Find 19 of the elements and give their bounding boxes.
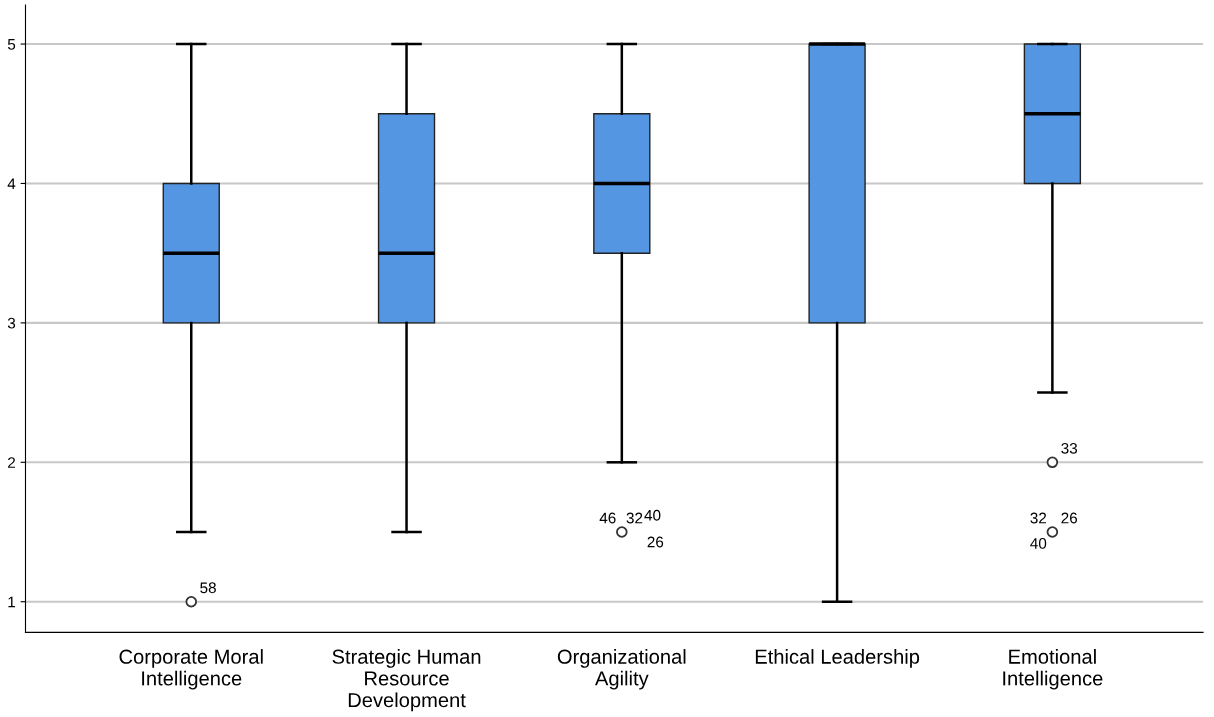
annotation: 32 xyxy=(626,512,643,524)
annotation: 58 xyxy=(200,582,216,594)
y-tick-label: 3 xyxy=(7,317,16,329)
annotation: 40 xyxy=(644,509,661,521)
x-tick-label: Emotional Intelligence xyxy=(1003,649,1103,690)
annotation: 32 xyxy=(1030,512,1047,524)
x-tick-label: Organizational Agility xyxy=(557,649,686,690)
y-tick-label: 4 xyxy=(7,178,16,190)
annotation: 46 xyxy=(599,512,616,524)
annotation: 33 xyxy=(1061,442,1078,454)
x-tick-label: Strategic Human Resource Development xyxy=(332,649,481,712)
y-tick-label: 2 xyxy=(8,457,16,468)
y-tick-label: 5 xyxy=(7,39,16,50)
annotation: 26 xyxy=(647,536,664,548)
annotation: 26 xyxy=(1061,512,1078,524)
x-tick-label: Ethical Leadership xyxy=(755,649,920,668)
annotation: 40 xyxy=(1030,537,1047,549)
x-tick-label: Corporate Moral Intelligence xyxy=(119,649,263,690)
y-tick-label: 1 xyxy=(8,596,16,608)
